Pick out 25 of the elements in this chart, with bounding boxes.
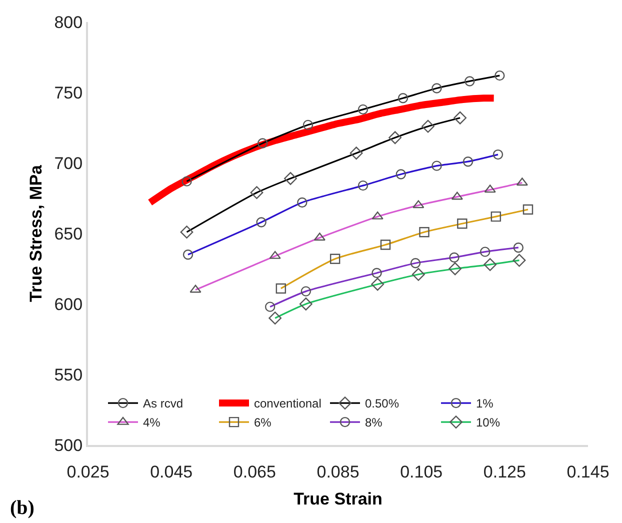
legend-label: 0.50% — [365, 396, 400, 411]
y-axis-title: True Stress, MPa — [26, 164, 46, 302]
x-tick-label: 0.125 — [483, 462, 526, 482]
x-axis-title: True Strain — [294, 489, 382, 508]
legend-label: 8% — [365, 416, 383, 430]
x-tick-label: 0.145 — [566, 462, 610, 482]
legend-label: As rcvd — [143, 396, 184, 411]
legend-label: 1% — [476, 396, 494, 411]
x-tick-label: 0.025 — [66, 462, 110, 482]
y-tick-label: 500 — [54, 436, 83, 455]
y-tick-label: 650 — [54, 224, 83, 244]
y-tick-label: 600 — [54, 294, 83, 314]
x-tick-label: 0.085 — [316, 462, 360, 482]
legend-label: 10% — [476, 416, 500, 430]
x-tick-label: 0.065 — [233, 462, 276, 482]
y-tick-label: 750 — [54, 83, 83, 102]
legend-label: conventional — [254, 396, 322, 411]
y-tick-label: 550 — [54, 365, 83, 384]
y-tick-label: 700 — [54, 154, 83, 173]
legend-label: 6% — [254, 416, 272, 430]
text: (b) — [10, 497, 34, 519]
x-tick-label: 0.045 — [150, 462, 193, 482]
y-tick-label: 800 — [54, 12, 83, 32]
x-tick-label: 0.105 — [400, 462, 443, 482]
legend-label: 4% — [143, 416, 161, 430]
